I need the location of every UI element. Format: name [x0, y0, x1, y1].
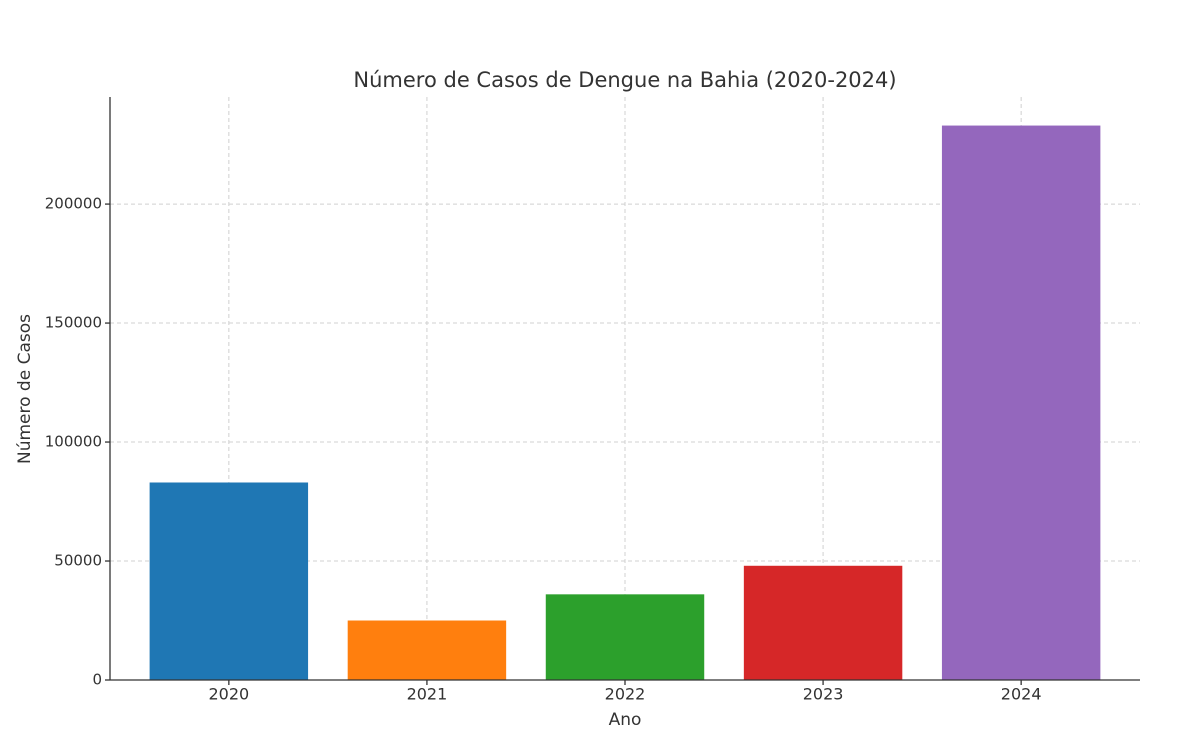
bar — [149, 482, 309, 680]
y-axis-label: Número de Casos — [15, 314, 35, 464]
chart-title: Número de Casos de Dengue na Bahia (2020… — [353, 68, 896, 92]
x-tick-label: 2020 — [208, 685, 249, 704]
bar — [347, 620, 507, 680]
bar — [941, 125, 1101, 680]
y-tick-label: 150000 — [45, 314, 102, 332]
x-tick-label: 2022 — [605, 685, 646, 704]
y-tick-label: 200000 — [45, 195, 102, 213]
y-tick-label: 50000 — [54, 552, 102, 570]
x-tick-label: 2023 — [803, 685, 844, 704]
x-axis-label: Ano — [609, 710, 642, 730]
x-tick-label: 2024 — [1001, 685, 1042, 704]
bar — [743, 565, 903, 680]
bar — [545, 594, 705, 680]
y-tick-label: 0 — [92, 671, 102, 689]
x-tick-label: 2021 — [407, 685, 448, 704]
y-tick-label: 100000 — [45, 433, 102, 451]
